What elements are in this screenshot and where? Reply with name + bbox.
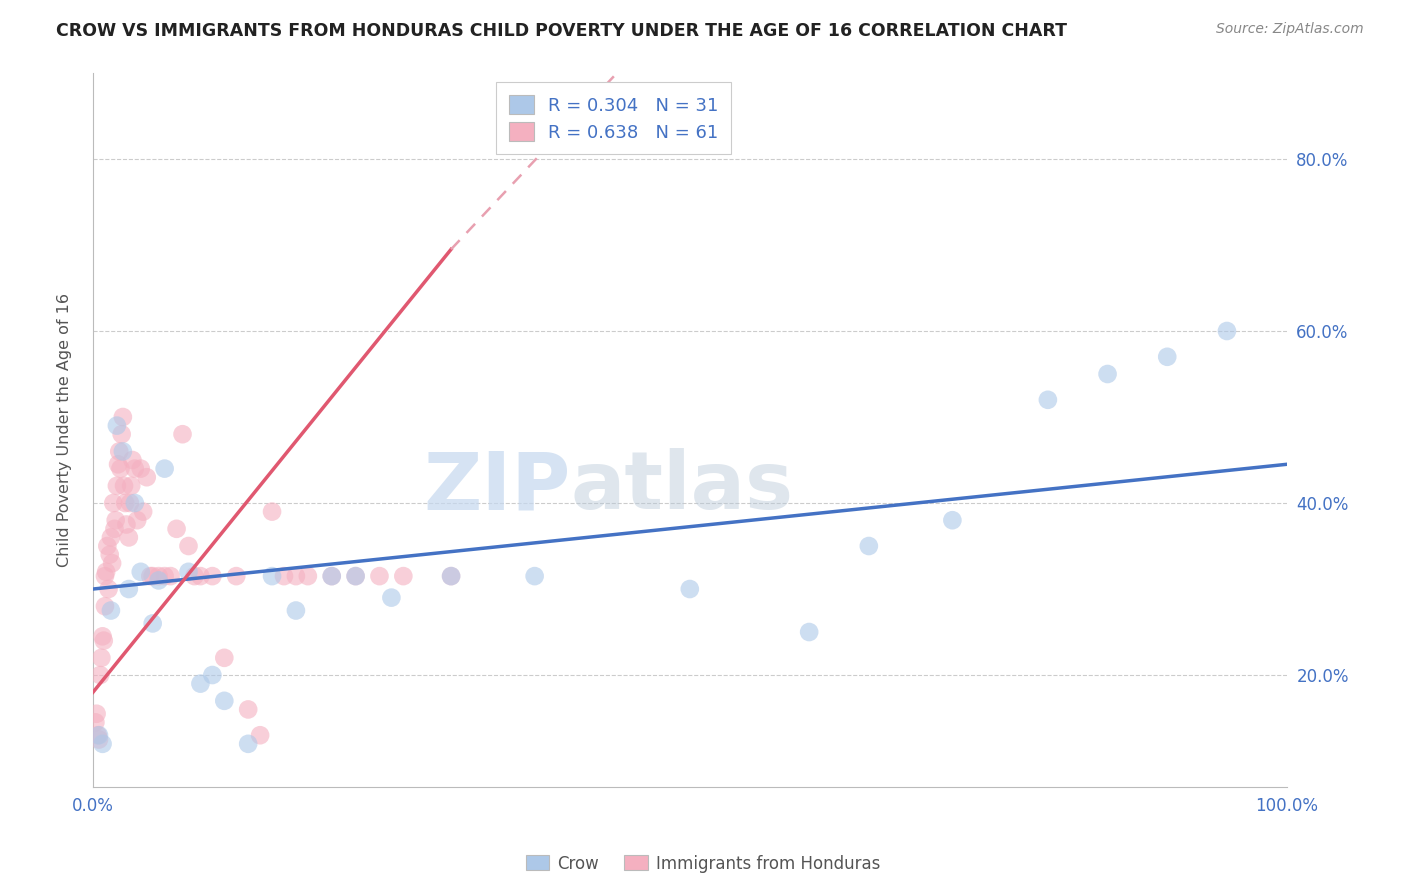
Point xyxy=(440,569,463,583)
Point xyxy=(96,539,118,553)
Point xyxy=(238,737,260,751)
Text: Source: ZipAtlas.com: Source: ZipAtlas.com xyxy=(1216,22,1364,37)
Point xyxy=(114,496,136,510)
Point xyxy=(100,603,122,617)
Point xyxy=(344,569,367,583)
Point xyxy=(166,522,188,536)
Point xyxy=(238,702,260,716)
Point xyxy=(105,479,128,493)
Point xyxy=(190,676,212,690)
Point xyxy=(94,565,117,579)
Point xyxy=(115,517,138,532)
Point xyxy=(103,496,125,510)
Point xyxy=(260,569,283,583)
Point xyxy=(124,496,146,510)
Point xyxy=(153,461,176,475)
Point xyxy=(177,539,200,553)
Point xyxy=(321,569,343,583)
Point xyxy=(273,569,295,583)
Point xyxy=(87,728,110,742)
Text: atlas: atlas xyxy=(571,448,793,526)
Point xyxy=(284,569,307,583)
Point xyxy=(190,569,212,583)
Point xyxy=(84,715,107,730)
Point xyxy=(799,625,821,640)
Point xyxy=(118,496,141,510)
Legend: Crow, Immigrants from Honduras: Crow, Immigrants from Honduras xyxy=(519,848,887,880)
Point xyxy=(132,505,155,519)
Point xyxy=(129,461,152,475)
Point xyxy=(201,569,224,583)
Point xyxy=(344,569,367,583)
Point xyxy=(87,732,110,747)
Point xyxy=(523,569,546,583)
Point xyxy=(110,461,132,475)
Point xyxy=(129,565,152,579)
Point xyxy=(91,629,114,643)
Point xyxy=(100,530,122,544)
Point xyxy=(321,569,343,583)
Point xyxy=(103,522,125,536)
Y-axis label: Child Poverty Under the Age of 16: Child Poverty Under the Age of 16 xyxy=(58,293,72,567)
Point xyxy=(124,461,146,475)
Point xyxy=(142,616,165,631)
Point xyxy=(87,728,110,742)
Point xyxy=(142,569,165,583)
Point xyxy=(260,505,283,519)
Point xyxy=(679,582,702,596)
Text: CROW VS IMMIGRANTS FROM HONDURAS CHILD POVERTY UNDER THE AGE OF 16 CORRELATION C: CROW VS IMMIGRANTS FROM HONDURAS CHILD P… xyxy=(56,22,1067,40)
Point xyxy=(1156,350,1178,364)
Point xyxy=(97,582,120,596)
Point xyxy=(135,470,157,484)
Point xyxy=(94,599,117,614)
Point xyxy=(107,458,129,472)
Point xyxy=(941,513,963,527)
Point xyxy=(118,530,141,544)
Point xyxy=(183,569,205,583)
Point xyxy=(101,556,124,570)
Point xyxy=(93,633,115,648)
Point xyxy=(214,650,236,665)
Point xyxy=(108,444,131,458)
Point xyxy=(177,565,200,579)
Point xyxy=(225,569,247,583)
Point xyxy=(86,706,108,721)
Point xyxy=(297,569,319,583)
Point xyxy=(858,539,880,553)
Point xyxy=(440,569,463,583)
Point xyxy=(392,569,415,583)
Point xyxy=(90,650,112,665)
Point xyxy=(159,569,181,583)
Point xyxy=(1097,367,1119,381)
Point xyxy=(249,728,271,742)
Point xyxy=(214,694,236,708)
Point xyxy=(111,444,134,458)
Point xyxy=(111,427,134,442)
Point xyxy=(118,582,141,596)
Point xyxy=(98,548,121,562)
Point xyxy=(201,668,224,682)
Legend: R = 0.304   N = 31, R = 0.638   N = 61: R = 0.304 N = 31, R = 0.638 N = 61 xyxy=(496,82,731,154)
Point xyxy=(94,569,117,583)
Point xyxy=(284,603,307,617)
Point xyxy=(368,569,391,583)
Point xyxy=(127,513,149,527)
Point xyxy=(112,479,135,493)
Point xyxy=(105,418,128,433)
Point xyxy=(1216,324,1239,338)
Point xyxy=(139,569,162,583)
Text: ZIP: ZIP xyxy=(423,448,571,526)
Point xyxy=(380,591,402,605)
Point xyxy=(172,427,194,442)
Point xyxy=(121,453,143,467)
Point xyxy=(153,569,176,583)
Point xyxy=(89,668,111,682)
Point xyxy=(148,574,170,588)
Point xyxy=(120,479,142,493)
Point xyxy=(148,569,170,583)
Point xyxy=(111,409,134,424)
Point xyxy=(1036,392,1059,407)
Point xyxy=(104,513,127,527)
Point xyxy=(91,737,114,751)
